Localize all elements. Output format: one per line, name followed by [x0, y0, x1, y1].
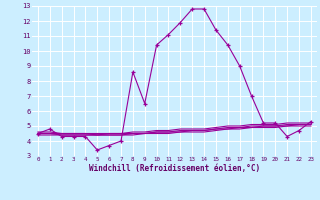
X-axis label: Windchill (Refroidissement éolien,°C): Windchill (Refroidissement éolien,°C)	[89, 164, 260, 173]
